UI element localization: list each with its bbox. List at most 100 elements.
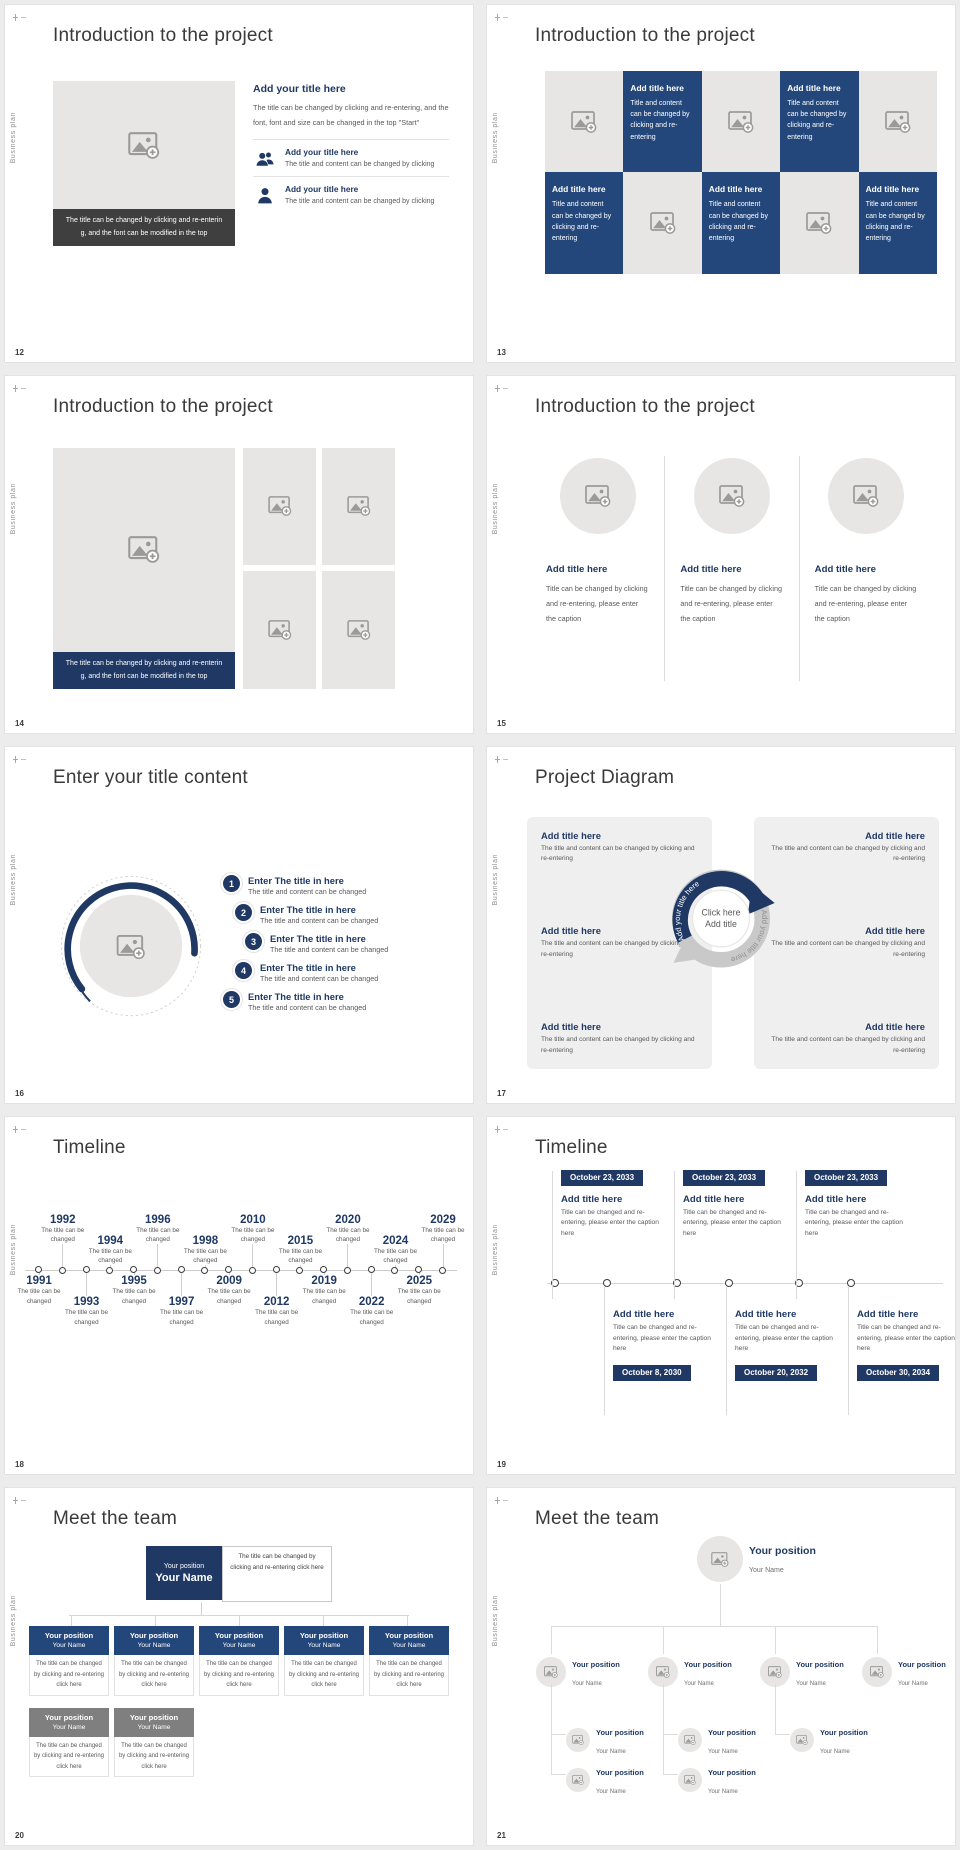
item-body: The title and content can be changed	[248, 887, 367, 897]
name-label: Your Name	[392, 1642, 426, 1650]
item-title: Enter The title in here	[248, 875, 344, 887]
item-body: The title and content can be changed by …	[541, 940, 695, 958]
center-label-line2: Add title	[705, 919, 737, 929]
timeline-entry: 1996 The title can be changed	[134, 1175, 182, 1275]
slide-thumbnail-15[interactable]: Business plan Introduction to the projec…	[487, 375, 955, 733]
circle-image-placeholder	[678, 1768, 702, 1793]
item-body: The title and content can be changed	[260, 916, 379, 926]
timeline-marker	[439, 1267, 446, 1275]
feature-body: The title and content can be changed by …	[285, 198, 435, 206]
year-label: 2029	[430, 1213, 456, 1226]
cell-title: Add title here	[630, 83, 684, 93]
connector-line	[720, 1584, 721, 1627]
slide-thumbnail-19[interactable]: Business plan Timeline October 23, 2033 …	[487, 1117, 955, 1475]
slide-corner-mark	[495, 14, 509, 22]
timeline-marker	[551, 1279, 559, 1288]
feature-row: Add your title here The title and conten…	[253, 138, 449, 176]
connector-line	[201, 1602, 202, 1616]
column-title: Add title here	[680, 563, 742, 575]
date-badge: October 8, 2030	[613, 1364, 691, 1381]
image-caption: The title can be changed by clicking and…	[53, 209, 235, 246]
item-title: Enter The title in here	[270, 933, 366, 945]
name-label: Your Name	[137, 1723, 171, 1731]
timeline-marker	[82, 1266, 90, 1274]
text-cell: Add title here Title and content can be c…	[623, 71, 702, 173]
item-title: Enter The title in here	[248, 991, 344, 1003]
slide-title: Introduction to the project	[535, 25, 755, 46]
timeline-marker	[673, 1279, 681, 1288]
cell-body: Title and content can be changed by clic…	[630, 100, 690, 141]
item-body: The title and content can be changed by …	[541, 1036, 695, 1054]
slide-thumbnail-13[interactable]: Business plan Introduction to the projec…	[487, 5, 955, 362]
add-image-icon	[650, 212, 676, 234]
slide-thumbnail-21[interactable]: Business plan Meet the team Your positio…	[487, 1488, 955, 1845]
date-badge: October 23, 2033	[683, 1169, 766, 1186]
timeline-entry: 2022 The title can be changed	[348, 1266, 396, 1365]
list-item: 3 Enter The title in here The title and c…	[245, 933, 455, 954]
timeline-marker	[603, 1279, 611, 1288]
org-row-1: Your position Your Name The title can be …	[29, 1626, 449, 1696]
name-label: Your Name	[708, 1789, 738, 1796]
add-image-icon	[870, 1666, 884, 1678]
name-label: Your Name	[796, 1681, 826, 1688]
timeline-marker	[296, 1267, 304, 1275]
year-caption: The title can be changed	[160, 1309, 204, 1326]
card-title: Add title here	[561, 1193, 623, 1205]
slide-corner-mark	[13, 384, 27, 393]
year-caption: The title can be changed	[350, 1309, 394, 1326]
slide-thumbnail-17[interactable]: Business plan Project Diagram Add title …	[487, 746, 955, 1104]
org-node: Your position Your Name The title can be …	[29, 1626, 109, 1696]
item-title: Add title here	[541, 1021, 601, 1033]
circle-image-placeholder	[566, 1768, 590, 1793]
add-image-icon	[711, 1552, 729, 1567]
org-node: Your position Your Name The title can be …	[369, 1626, 449, 1696]
timeline-card: Add title here Title can be changed and …	[848, 1287, 955, 1416]
image-placeholder	[243, 447, 316, 566]
org-node: Your position Your Name	[678, 1722, 756, 1758]
slide-title: Introduction to the project	[53, 25, 273, 46]
name-label: Your Name	[596, 1789, 626, 1796]
add-image-icon	[796, 1735, 808, 1745]
add-image-icon	[656, 1666, 670, 1678]
slide-title: Meet the team	[535, 1508, 660, 1530]
year-label: 1997	[168, 1296, 195, 1309]
slide-thumbnail-16[interactable]: Business plan Enter your title content 1…	[5, 746, 473, 1104]
section-body: The title can be changed by clicking and…	[253, 103, 449, 127]
circle-image-placeholder	[693, 457, 770, 534]
name-label: Your Name	[749, 1567, 784, 1575]
circle-image-placeholder	[566, 1728, 590, 1753]
card-title: Add title here	[735, 1309, 797, 1321]
slide-thumbnail-12[interactable]: Business plan Introduction to the projec…	[5, 5, 473, 362]
feature-title: Add your title here	[285, 146, 359, 157]
slide-corner-mark	[495, 1497, 509, 1505]
slide-thumbnail-18[interactable]: Business plan Timeline 1991 The title can…	[5, 1117, 473, 1475]
slide-corner-mark	[495, 1126, 509, 1134]
date-badge: October 23, 2033	[561, 1169, 644, 1186]
slide-corner-mark	[495, 755, 509, 764]
item-title: Enter The title in here	[260, 962, 356, 974]
card-title: Add title here	[805, 1193, 867, 1205]
feature-row: Add your title here The title and conten…	[253, 176, 449, 213]
slide-body: 1 Enter The title in here The title and c…	[43, 811, 455, 1078]
item-body: The title and content can be changed by …	[771, 844, 925, 863]
image-placeholder	[858, 71, 937, 173]
position-label: Your position	[384, 1631, 434, 1641]
slide-title: Timeline	[53, 1137, 126, 1159]
position-label: Your position	[44, 1631, 94, 1641]
position-label: Your position	[44, 1712, 94, 1722]
slide-thumbnail-20[interactable]: Business plan Meet the team Your positio…	[5, 1488, 473, 1845]
add-image-icon	[728, 111, 754, 133]
org-node: Your position Your Name	[790, 1722, 868, 1758]
position-label: Your position	[749, 1545, 816, 1558]
page-number: 14	[15, 718, 24, 728]
image-placeholder	[623, 172, 702, 274]
year-label: 1993	[73, 1296, 100, 1309]
slide-thumbnail-14[interactable]: Business plan Introduction to the projec…	[5, 375, 473, 733]
year-label: 2024	[382, 1234, 409, 1247]
add-image-icon	[571, 111, 597, 133]
year-label: 1991	[26, 1275, 52, 1288]
connector-line	[775, 1684, 776, 1735]
column: Add title here Title can be changed by c…	[798, 455, 933, 681]
name-label: Your Name	[52, 1723, 86, 1731]
position-label: Your position	[214, 1631, 264, 1641]
